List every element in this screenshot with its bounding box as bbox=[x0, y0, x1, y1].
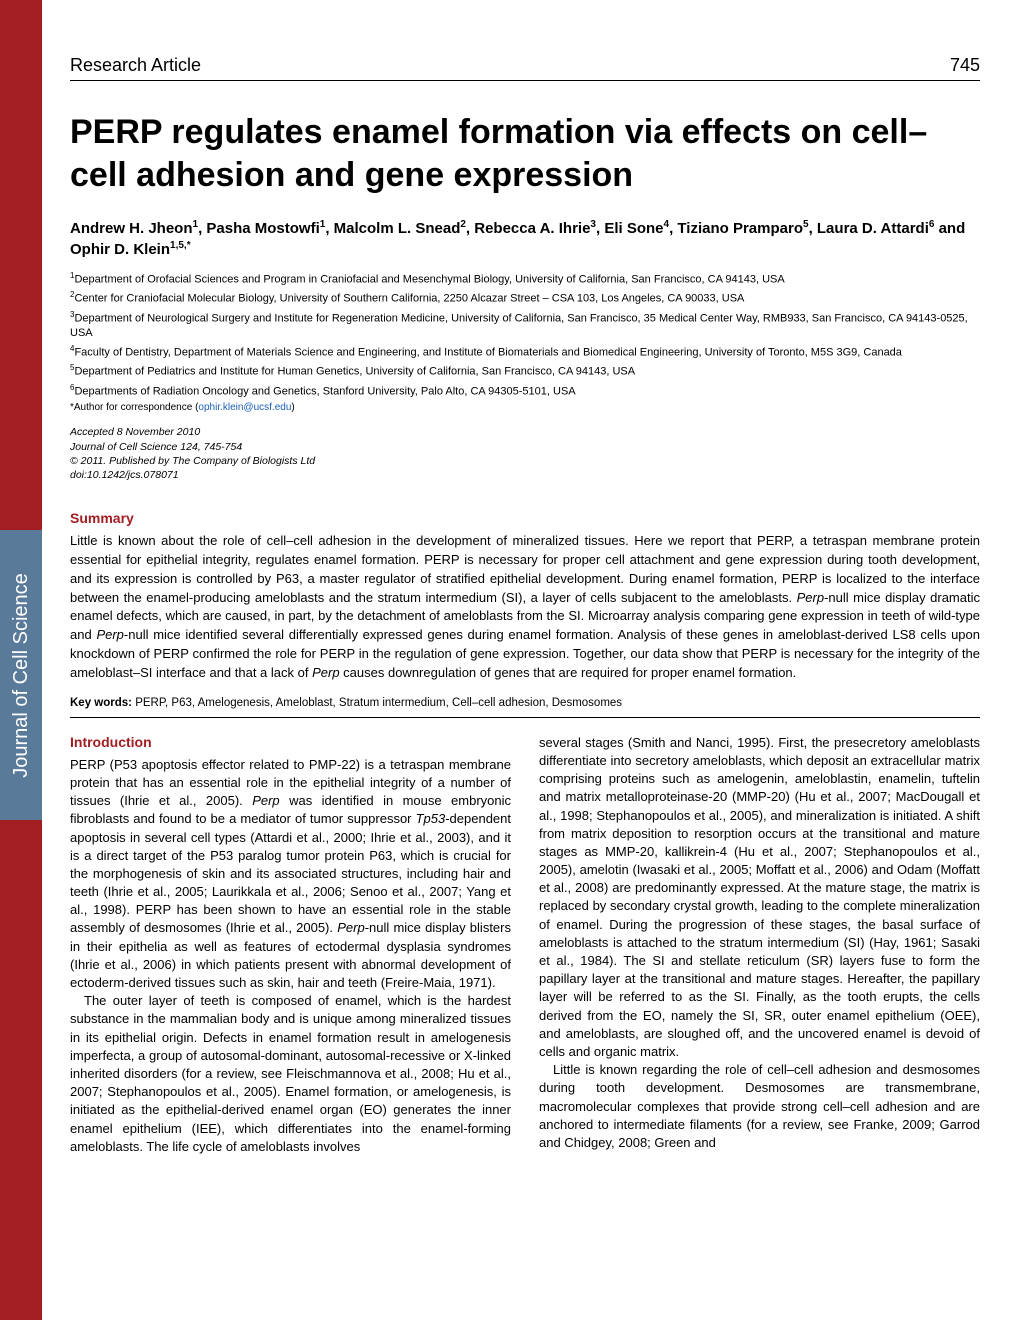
page-number: 745 bbox=[950, 55, 980, 76]
article-title: PERP regulates enamel formation via effe… bbox=[70, 111, 980, 196]
header-line: Research Article 745 bbox=[70, 55, 980, 81]
doi-line: doi:10.1242/jcs.078071 bbox=[70, 468, 980, 482]
affiliation: 4Faculty of Dentistry, Department of Mat… bbox=[70, 344, 980, 361]
intro-para-3: several stages (Smith and Nanci, 1995). … bbox=[539, 734, 980, 1061]
left-column: Introduction PERP (P53 apoptosis effecto… bbox=[70, 734, 511, 1156]
intro-para-2: The outer layer of teeth is composed of … bbox=[70, 992, 511, 1156]
article-type: Research Article bbox=[70, 55, 201, 76]
accepted-date: Accepted 8 November 2010 bbox=[70, 425, 980, 439]
two-column-body: Introduction PERP (P53 apoptosis effecto… bbox=[70, 734, 980, 1156]
author-list: Andrew H. Jheon1, Pasha Mostowfi1, Malco… bbox=[70, 218, 980, 261]
affiliation: 2Center for Craniofacial Molecular Biolo… bbox=[70, 290, 980, 307]
right-column: several stages (Smith and Nanci, 1995). … bbox=[539, 734, 980, 1156]
affiliations-block: 1Department of Orofacial Sciences and Pr… bbox=[70, 271, 980, 400]
introduction-heading: Introduction bbox=[70, 734, 511, 750]
intro-para-1: PERP (P53 apoptosis effector related to … bbox=[70, 756, 511, 992]
journal-citation: Journal of Cell Science 124, 745-754 bbox=[70, 440, 980, 454]
summary-heading: Summary bbox=[70, 510, 980, 526]
keywords-text: PERP, P63, Amelogenesis, Ameloblast, Str… bbox=[132, 697, 622, 709]
summary-text: Little is known about the role of cell–c… bbox=[70, 532, 980, 683]
article-meta: Accepted 8 November 2010 Journal of Cell… bbox=[70, 425, 980, 482]
section-divider bbox=[70, 717, 980, 718]
page-content: Research Article 745 PERP regulates enam… bbox=[70, 0, 980, 1156]
copyright-line: © 2011. Published by The Company of Biol… bbox=[70, 454, 980, 468]
affiliation: 5Department of Pediatrics and Institute … bbox=[70, 363, 980, 380]
journal-side-tab-text: Journal of Cell Science bbox=[10, 573, 33, 778]
body-text-right: several stages (Smith and Nanci, 1995). … bbox=[539, 734, 980, 1152]
journal-side-tab: Journal of Cell Science bbox=[0, 530, 42, 820]
correspondence-label: *Author for correspondence ( bbox=[70, 402, 198, 413]
correspondence-line: *Author for correspondence (ophir.klein@… bbox=[70, 402, 980, 413]
intro-para-4: Little is known regarding the role of ce… bbox=[539, 1061, 980, 1152]
body-text-left: PERP (P53 apoptosis effector related to … bbox=[70, 756, 511, 1156]
correspondence-close: ) bbox=[291, 402, 294, 413]
correspondence-email-link[interactable]: ophir.klein@ucsf.edu bbox=[198, 402, 291, 413]
affiliation: 6Departments of Radiation Oncology and G… bbox=[70, 383, 980, 400]
affiliation: 3Department of Neurological Surgery and … bbox=[70, 310, 980, 341]
keywords-label: Key words: bbox=[70, 697, 132, 709]
affiliation: 1Department of Orofacial Sciences and Pr… bbox=[70, 271, 980, 288]
keywords-line: Key words: PERP, P63, Amelogenesis, Amel… bbox=[70, 697, 980, 709]
